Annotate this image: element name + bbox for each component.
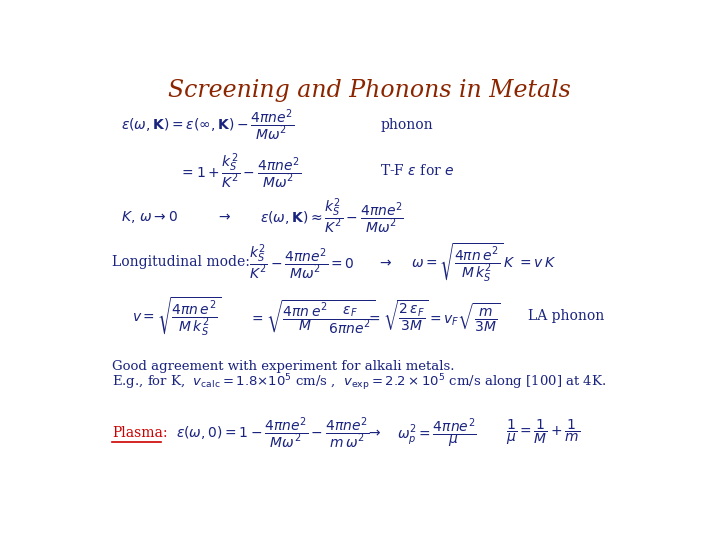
Text: Plasma:: Plasma: <box>112 426 168 440</box>
Text: $=1+\dfrac{k_{S}^{2}}{K^{2}}-\dfrac{4\pi ne^{2}}{M\omega^{2}}$: $=1+\dfrac{k_{S}^{2}}{K^{2}}-\dfrac{4\pi… <box>179 151 301 191</box>
Text: E.g., for K,  $v_{\mathrm{calc}}=1.8{\times}10^{5}$ cm/s ,  $v_{\mathrm{exp}}=2.: E.g., for K, $v_{\mathrm{calc}}=1.8{\tim… <box>112 373 606 393</box>
Text: Screening and Phonons in Metals: Screening and Phonons in Metals <box>168 79 570 103</box>
Text: $\dfrac{k_{S}^{2}}{K^{2}}-\dfrac{4\pi ne^{2}}{M\omega^{2}}=0$: $\dfrac{k_{S}^{2}}{K^{2}}-\dfrac{4\pi ne… <box>249 242 355 282</box>
Text: $\dfrac{1}{\mu}=\dfrac{1}{M}+\dfrac{1}{m}$: $\dfrac{1}{\mu}=\dfrac{1}{M}+\dfrac{1}{m… <box>505 418 580 448</box>
Text: $\rightarrow$: $\rightarrow$ <box>377 255 393 269</box>
Text: $\rightarrow$: $\rightarrow$ <box>215 210 231 224</box>
Text: $K,\,\omega\rightarrow 0$: $K,\,\omega\rightarrow 0$ <box>121 208 178 225</box>
Text: $\omega_{p}^{2}=\dfrac{4\pi ne^{2}}{\mu}$: $\omega_{p}^{2}=\dfrac{4\pi ne^{2}}{\mu}… <box>397 416 477 450</box>
Text: T-F $\varepsilon$ for $e$: T-F $\varepsilon$ for $e$ <box>380 163 454 178</box>
Text: $\varepsilon(\omega,\mathbf{K})=\varepsilon(\infty,\mathbf{K})-\dfrac{4\pi ne^{2: $\varepsilon(\omega,\mathbf{K})=\varepsi… <box>121 107 294 143</box>
Text: $\varepsilon(\omega,\mathbf{K})\approx\dfrac{k_{S}^{2}}{K^{2}}-\dfrac{4\pi ne^{2: $\varepsilon(\omega,\mathbf{K})\approx\d… <box>260 197 404 237</box>
Text: $\varepsilon(\omega,0)=1-\dfrac{4\pi ne^{2}}{M\omega^{2}}-\dfrac{4\pi ne^{2}}{m\: $\varepsilon(\omega,0)=1-\dfrac{4\pi ne^… <box>176 415 369 450</box>
Text: $=\sqrt{\dfrac{4\pi n\,e^{2}}{M}\dfrac{\varepsilon_{F}}{6\pi ne^{2}}}$: $=\sqrt{\dfrac{4\pi n\,e^{2}}{M}\dfrac{\… <box>249 298 376 335</box>
Text: Longitudinal mode:: Longitudinal mode: <box>112 255 250 269</box>
Text: phonon: phonon <box>380 118 433 132</box>
Text: LA phonon: LA phonon <box>528 309 604 323</box>
Text: $=\sqrt{\dfrac{2\,\varepsilon_{F}}{3M}}=v_{F}\sqrt{\dfrac{m}{3M}}$: $=\sqrt{\dfrac{2\,\varepsilon_{F}}{3M}}=… <box>366 299 500 334</box>
Text: $\omega=\sqrt{\dfrac{4\pi n\,e^{2}}{M\,k_{S}^{2}}}\,K\;=v\,K$: $\omega=\sqrt{\dfrac{4\pi n\,e^{2}}{M\,k… <box>411 241 556 284</box>
Text: Good agreement with experiment for alkali metals.: Good agreement with experiment for alkal… <box>112 360 455 373</box>
Text: $\rightarrow$: $\rightarrow$ <box>366 426 382 440</box>
Text: $v=\sqrt{\dfrac{4\pi n\,e^{2}}{M\,k_{S}^{2}}}$: $v=\sqrt{\dfrac{4\pi n\,e^{2}}{M\,k_{S}^… <box>132 295 221 338</box>
